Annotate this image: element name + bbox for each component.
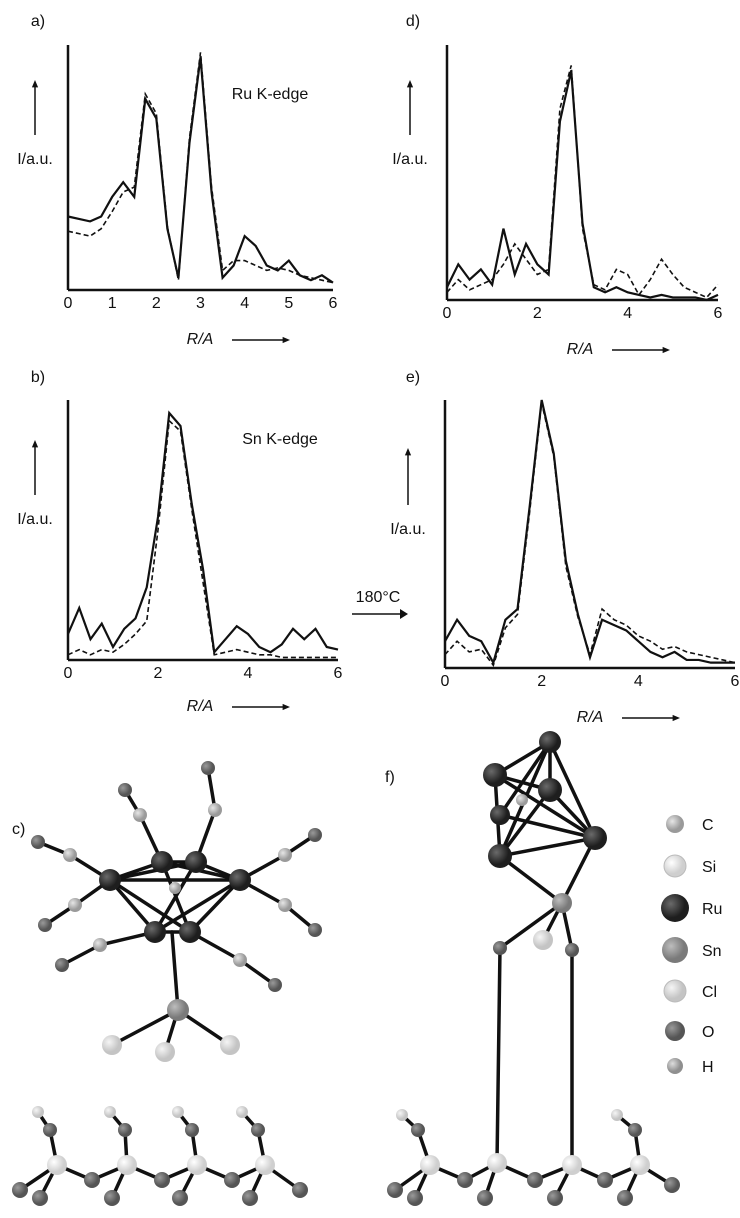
x-tick-label: 0 [443,305,452,322]
legend-label: Cl [702,984,717,1001]
x-tick-label: 4 [240,295,249,312]
x-axis-label: R/A [577,709,604,726]
x-axis-label: R/A [187,331,214,348]
y-axis-label: I/a.u. [390,521,426,538]
panel-label: f) [385,769,395,786]
annotation: Ru K-edge [232,86,309,103]
x-axis-label: R/A [567,341,594,358]
transition-label: 180°C [356,589,401,606]
atom-legend: C Si Ru Sn Cl O H [661,815,722,1076]
x-tick-label: 0 [64,665,73,682]
legend-label: Sn [702,943,722,960]
x-tick-label: 6 [334,665,343,682]
series-line [68,421,338,658]
x-tick-label: 2 [533,305,542,322]
legend-label: O [702,1024,714,1041]
arrow-head [673,715,680,721]
series-line [445,403,735,666]
series-line [447,65,718,297]
figure: 180°C c) f) C Si Ru Sn Cl O H a) I/a.u. Ru… [0,0,740,1213]
x-tick-label: 6 [731,673,740,690]
x-tick-label: 3 [196,295,205,312]
panel-label: e) [406,369,420,386]
series-line [68,413,338,652]
arrow-head [405,448,411,455]
arrow-head [283,337,290,343]
x-tick-label: 2 [152,295,161,312]
x-tick-label: 6 [714,305,723,322]
x-axis-label: R/A [187,698,214,715]
panel-label: a) [31,13,45,30]
y-axis-label: I/a.u. [17,151,53,168]
x-tick-label: 1 [108,295,117,312]
x-tick-label: 0 [441,673,450,690]
arrow-head [283,704,290,710]
legend-label: H [702,1059,714,1076]
arrow-head [407,80,413,87]
x-tick-label: 4 [623,305,632,322]
x-tick-label: 4 [244,665,253,682]
x-tick-label: 5 [284,295,293,312]
x-tick-label: 4 [634,673,643,690]
legend-label: Ru [702,901,722,918]
arrow-head [32,80,38,87]
atoms-c [12,761,322,1206]
y-axis-label: I/a.u. [17,511,53,528]
panel-label: c) [12,821,25,838]
x-tick-label: 0 [64,295,73,312]
x-tick-label: 2 [537,673,546,690]
arrow-head [663,347,670,353]
panel-label: d) [406,13,420,30]
legend-label: Si [702,859,716,876]
series-line [445,400,735,663]
x-tick-label: 6 [329,295,338,312]
panel-label: b) [31,369,45,386]
series-line [447,71,718,301]
legend-label: C [702,817,714,834]
annotation: Sn K-edge [242,431,318,448]
y-axis-label: I/a.u. [392,151,428,168]
x-tick-label: 2 [154,665,163,682]
atoms-f [387,731,680,1206]
arrow-head [32,440,38,447]
arrow-head [400,609,408,619]
